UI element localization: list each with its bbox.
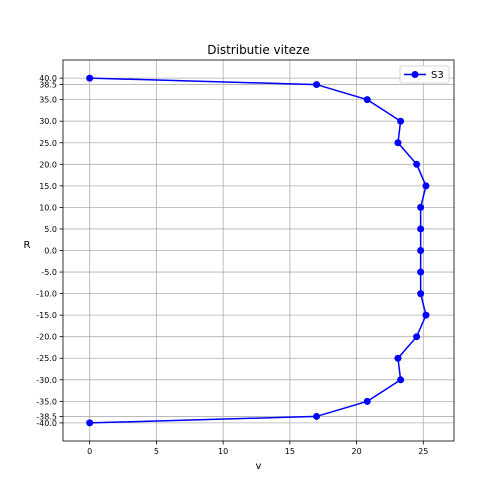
data-point bbox=[417, 269, 424, 276]
y-tick-label: 0.0 bbox=[44, 247, 57, 256]
data-point bbox=[397, 118, 404, 125]
data-point bbox=[417, 247, 424, 254]
y-tick-label: -30.0 bbox=[36, 376, 57, 385]
data-point bbox=[364, 398, 371, 405]
y-tick-label: 5.0 bbox=[44, 225, 57, 234]
data-point bbox=[417, 225, 424, 232]
y-tick-label: 30.0 bbox=[39, 117, 57, 126]
data-point bbox=[413, 333, 420, 340]
y-tick-label: -25.0 bbox=[36, 354, 57, 363]
data-point bbox=[86, 419, 93, 426]
data-point bbox=[417, 290, 424, 297]
data-point bbox=[394, 139, 401, 146]
data-point bbox=[313, 81, 320, 88]
y-axis-label: R bbox=[24, 240, 31, 251]
y-tick-label: 10.0 bbox=[39, 203, 57, 212]
y-tick-label: -40.0 bbox=[36, 419, 57, 428]
data-point bbox=[364, 96, 371, 103]
y-tick-label: 35.0 bbox=[39, 96, 57, 105]
x-tick-label: 10 bbox=[218, 447, 228, 456]
chart-title: Distributie viteze bbox=[207, 43, 309, 57]
data-point bbox=[413, 161, 420, 168]
legend: S3 bbox=[400, 66, 449, 83]
data-point bbox=[397, 376, 404, 383]
data-point bbox=[422, 312, 429, 319]
y-tick-label: -15.0 bbox=[36, 311, 57, 320]
x-tick-label: 20 bbox=[351, 447, 361, 456]
y-tick-label: 15.0 bbox=[39, 182, 57, 191]
legend-label: S3 bbox=[431, 70, 444, 81]
y-tick-label: -35.0 bbox=[36, 397, 57, 406]
data-point bbox=[86, 75, 93, 82]
y-tick-label: 20.0 bbox=[39, 160, 57, 169]
legend-marker bbox=[412, 71, 419, 78]
y-tick-label: 25.0 bbox=[39, 139, 57, 148]
y-tick-label: -10.0 bbox=[36, 290, 57, 299]
data-point bbox=[422, 182, 429, 189]
data-point bbox=[313, 413, 320, 420]
x-axis-label: v bbox=[256, 461, 262, 472]
data-point bbox=[394, 355, 401, 362]
x-tick-label: 5 bbox=[154, 447, 159, 456]
y-tick-label: -5.0 bbox=[41, 268, 57, 277]
x-tick-label: 0 bbox=[87, 447, 92, 456]
x-tick-label: 15 bbox=[285, 447, 295, 456]
data-point bbox=[417, 204, 424, 211]
y-tick-label: 38.5 bbox=[39, 81, 57, 90]
x-tick-label: 25 bbox=[418, 447, 428, 456]
y-tick-label: -20.0 bbox=[36, 333, 57, 342]
